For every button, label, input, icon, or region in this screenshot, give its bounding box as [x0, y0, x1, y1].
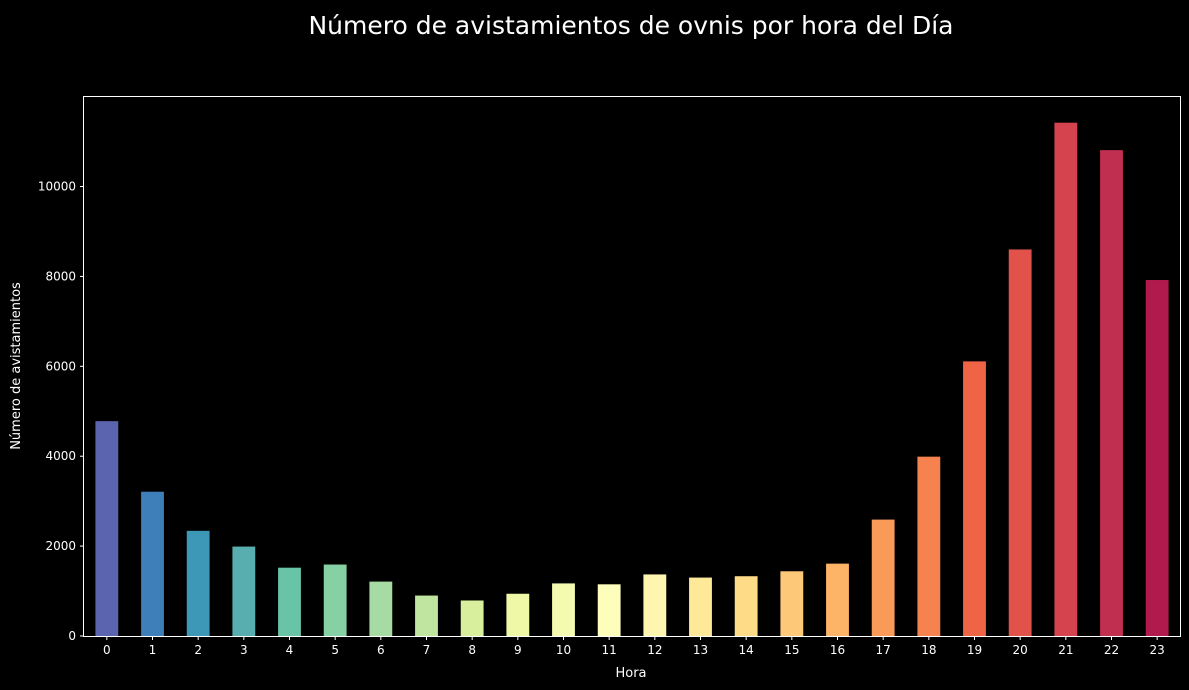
bar-10	[552, 583, 575, 636]
y-axis-ticks: 0 2000 4000 6000 8000 10000	[38, 180, 84, 643]
x-axis-ticks: 0 1 2 3 4 5 6 7 8 9 10 11 12 13 14 15 16 17 18 19 20 21 22 23	[103, 636, 1165, 657]
x-tick-label: 15	[784, 643, 799, 657]
y-tick-label: 6000	[45, 359, 76, 373]
x-tick-label: 14	[739, 643, 754, 657]
bar-19	[963, 361, 986, 636]
bar-2	[186, 530, 210, 636]
x-tick-label: 5	[331, 643, 339, 657]
y-tick-label: 2000	[45, 539, 76, 553]
bar-23	[1145, 280, 1169, 636]
bar-16	[826, 563, 849, 636]
bar-0	[95, 421, 119, 636]
x-tick-label: 7	[423, 643, 431, 657]
plot-frame	[83, 96, 1181, 637]
y-tick-label: 10000	[38, 180, 76, 194]
x-tick-label: 12	[647, 643, 662, 657]
x-tick-label: 17	[876, 643, 891, 657]
x-tick-label: 0	[103, 643, 111, 657]
bar-9	[506, 593, 530, 636]
bar-8	[460, 600, 484, 636]
bar-22	[1100, 150, 1123, 636]
bar-3	[232, 546, 256, 636]
x-tick-label: 19	[967, 643, 982, 657]
bar-11	[597, 584, 621, 636]
x-tick-label: 20	[1013, 643, 1028, 657]
x-tick-label: 8	[468, 643, 476, 657]
x-tick-label: 10	[556, 643, 571, 657]
x-tick-label: 6	[377, 643, 385, 657]
x-tick-label: 3	[240, 643, 248, 657]
bar-14	[734, 576, 758, 636]
bars-group	[95, 122, 1169, 636]
bar-21	[1054, 122, 1078, 636]
x-tick-label: 9	[514, 643, 522, 657]
x-tick-label: 4	[286, 643, 294, 657]
y-tick-label: 4000	[45, 449, 76, 463]
x-tick-label: 16	[830, 643, 845, 657]
bar-20	[1008, 249, 1032, 636]
bar-17	[871, 519, 895, 636]
x-tick-label: 22	[1104, 643, 1119, 657]
x-tick-label: 2	[194, 643, 202, 657]
x-axis-label: Hora	[615, 666, 646, 681]
bar-6	[369, 581, 393, 636]
y-tick-label: 0	[68, 629, 76, 643]
x-tick-label: 13	[693, 643, 708, 657]
x-tick-label: 18	[921, 643, 936, 657]
x-tick-label: 1	[149, 643, 157, 657]
bar-18	[917, 456, 941, 636]
bar-1	[141, 491, 164, 636]
bar-12	[643, 574, 667, 636]
x-tick-label: 11	[602, 643, 617, 657]
x-tick-label: 21	[1058, 643, 1073, 657]
chart-title: Número de avistamientos de ovnis por hor…	[308, 11, 953, 40]
y-tick-label: 8000	[45, 269, 76, 283]
y-axis-label: Número de avistamientos	[9, 282, 24, 450]
bar-15	[780, 571, 804, 636]
bar-5	[323, 564, 347, 636]
x-tick-label: 23	[1150, 643, 1165, 657]
bar-13	[689, 577, 712, 636]
bar-7	[415, 595, 438, 636]
bar-4	[278, 567, 301, 636]
